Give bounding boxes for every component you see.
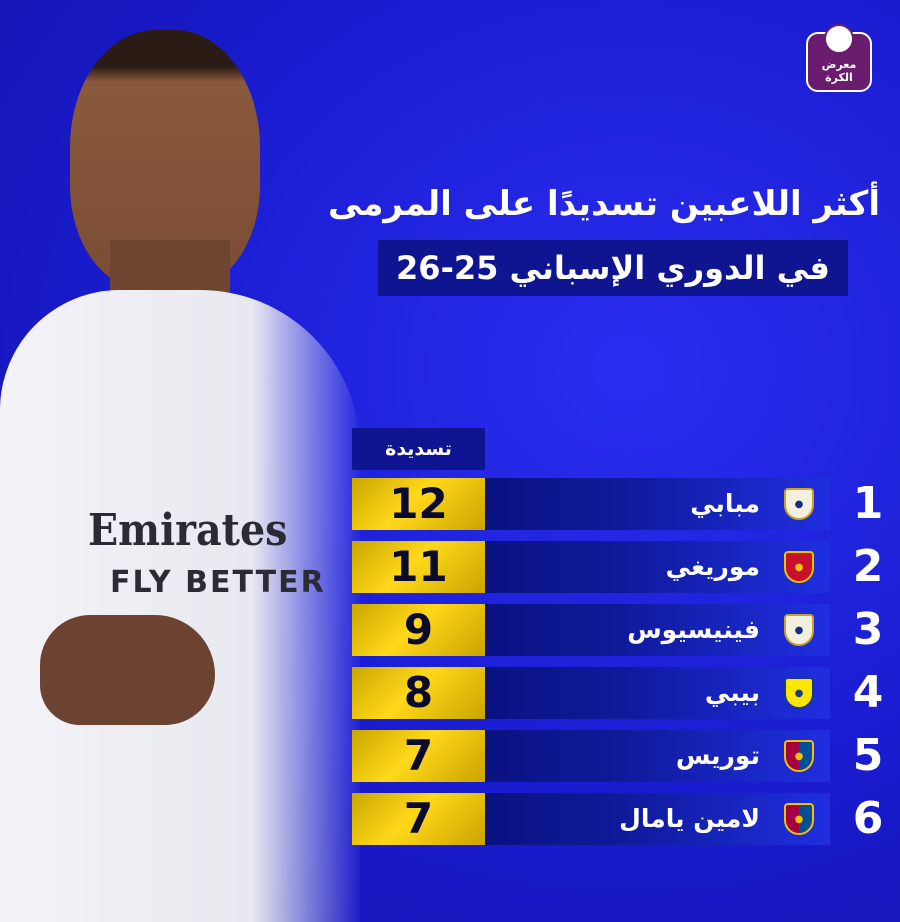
shirt-sponsor: Emirates <box>88 505 288 556</box>
rank-number: 3 <box>852 604 884 655</box>
rank-number: 2 <box>852 541 884 592</box>
shots-value: 7 <box>352 730 485 782</box>
page-subtitle: في الدوري الإسباني 25-26 <box>378 240 848 296</box>
shirt-sponsor-tagline: FLY BETTER <box>110 565 326 600</box>
player-shirt <box>0 290 360 922</box>
player-name: فينيسيوس <box>627 615 760 644</box>
real-madrid-crest-icon: ● <box>784 614 814 646</box>
player-hand <box>40 615 215 725</box>
rank-number: 5 <box>852 730 884 781</box>
villarreal-crest-icon: ● <box>784 677 814 709</box>
player-name: توريس <box>675 741 760 770</box>
player-bar: موريغي ● <box>485 541 830 593</box>
page-title: أكثر اللاعبين تسديدًا على المرمى <box>327 184 880 224</box>
player-name: مبابي <box>690 489 760 518</box>
player-bar: بيبي ● <box>485 667 830 719</box>
player-name: موريغي <box>665 552 760 581</box>
shots-value: 7 <box>352 793 485 845</box>
rank-number: 6 <box>852 793 884 844</box>
mallorca-crest-icon: ● <box>784 551 814 583</box>
table-row: 7 لامين يامال ● 6 <box>352 793 892 845</box>
barcelona-crest-icon: ● <box>784 740 814 772</box>
football-icon <box>824 24 854 54</box>
shots-value: 11 <box>352 541 485 593</box>
player-bar: لامين يامال ● <box>485 793 830 845</box>
table-row: 7 توريس ● 5 <box>352 730 892 782</box>
table-row: 12 مبابي ● 1 <box>352 478 892 530</box>
player-bar: مبابي ● <box>485 478 830 530</box>
rank-number: 4 <box>852 667 884 718</box>
shots-value: 12 <box>352 478 485 530</box>
shots-value: 8 <box>352 667 485 719</box>
player-name: لامين يامال <box>619 804 760 833</box>
player-bar: توريس ● <box>485 730 830 782</box>
table-row: 8 بيبي ● 4 <box>352 667 892 719</box>
table-row: 11 موريغي ● 2 <box>352 541 892 593</box>
player-bar: فينيسيوس ● <box>485 604 830 656</box>
logo-badge: معرض الكرة <box>806 32 872 92</box>
table-row: 9 فينيسيوس ● 3 <box>352 604 892 656</box>
player-name: بيبي <box>704 678 760 707</box>
shots-value: 9 <box>352 604 485 656</box>
brand-logo: معرض الكرة <box>800 24 878 96</box>
real-madrid-crest-icon: ● <box>784 488 814 520</box>
column-header-shots: تسديدة <box>352 428 485 470</box>
barcelona-crest-icon: ● <box>784 803 814 835</box>
rank-number: 1 <box>852 478 884 529</box>
